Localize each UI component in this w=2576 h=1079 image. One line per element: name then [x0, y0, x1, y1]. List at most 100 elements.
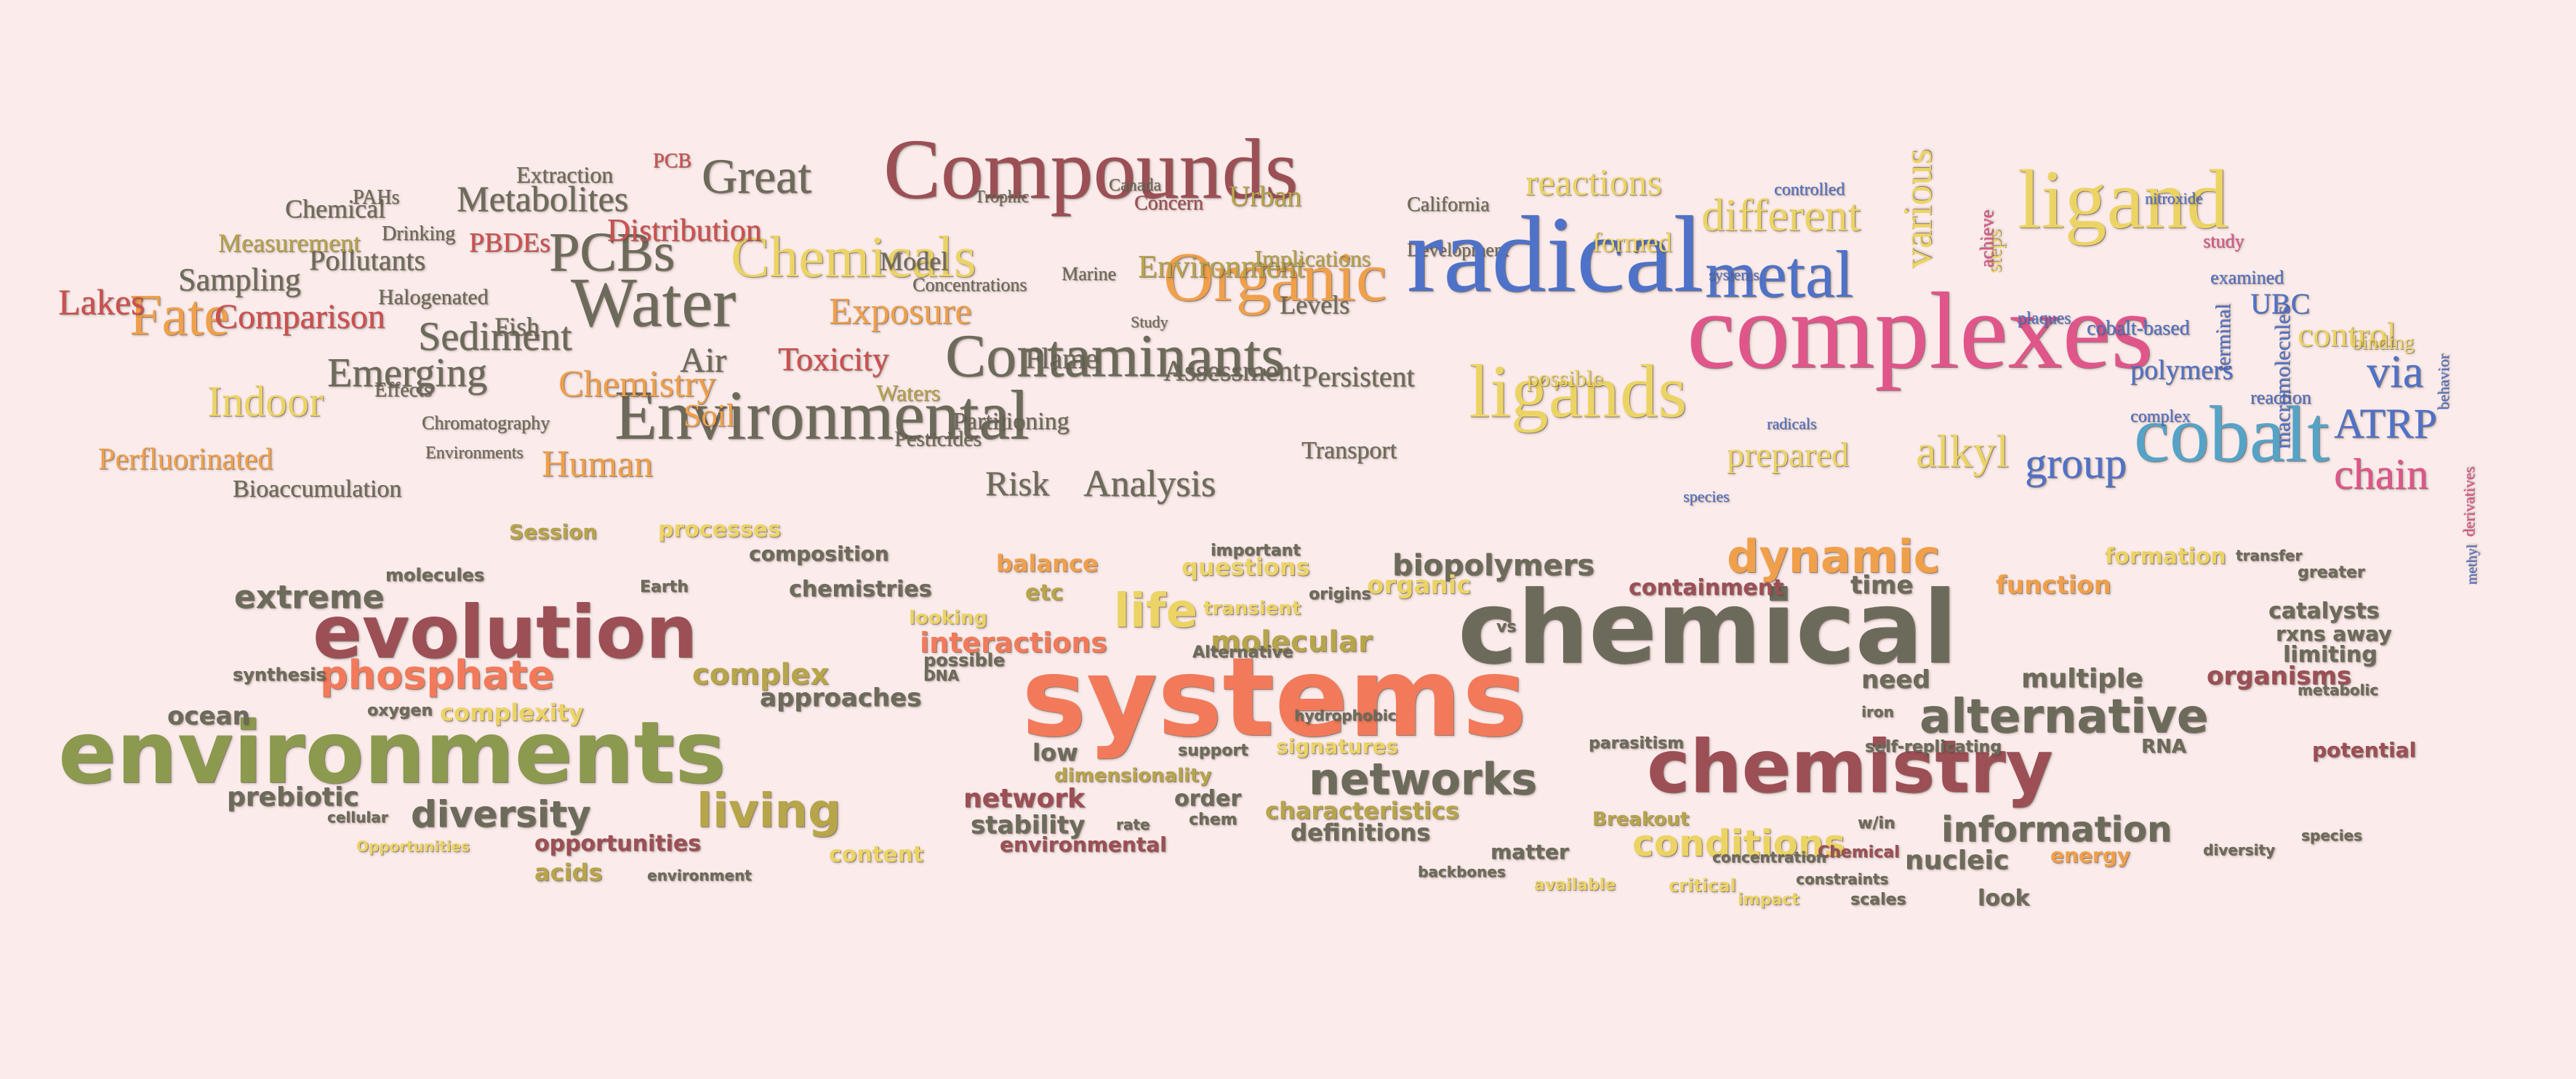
word-multiple: multiple	[2021, 664, 2143, 694]
word-rate: rate	[1116, 816, 1150, 833]
word-phosphate: phosphate	[320, 651, 555, 698]
word-greater: greater	[2298, 563, 2365, 582]
word-ligand: ligand	[2018, 153, 2228, 247]
word-environmental: Environmental	[614, 376, 1030, 454]
word-development: Development	[1407, 239, 1509, 261]
word-analysis: Analysis	[1083, 463, 1216, 505]
word-transport: Transport	[1301, 436, 1397, 464]
word-fish: Fish	[494, 312, 540, 342]
word-ligands: ligands	[1469, 349, 1688, 433]
word-contaminants: Contaminants	[945, 321, 1285, 390]
word-need: need	[1861, 665, 1930, 694]
word-breakout: Breakout	[1592, 809, 1690, 831]
word-parasitism: parasitism	[1589, 734, 1685, 753]
word-marine: Marine	[1062, 263, 1117, 285]
word-polymers: polymers	[2130, 354, 2234, 385]
word-etc: etc	[1025, 580, 1064, 606]
word-chemistry: chemistry	[1647, 724, 2053, 809]
word-iron: iron	[1861, 703, 1894, 721]
word-study: study	[2203, 230, 2244, 252]
word-comparison: Comparison	[214, 297, 385, 336]
word-metal: metal	[1705, 237, 1854, 312]
word-air: Air	[680, 340, 726, 380]
word-processes: processes	[658, 517, 781, 542]
word-atrp: ATRP	[2334, 399, 2437, 447]
word-prepared: prepared	[1727, 435, 1849, 474]
word-alternative: alternative	[1919, 689, 2209, 744]
word-metabolic: metabolic	[2298, 681, 2379, 699]
word-dna: DNA	[923, 667, 959, 684]
word-session: Session	[509, 519, 598, 544]
word-pollutants: Pollutants	[309, 244, 426, 276]
word-toxicity: Toxicity	[778, 340, 889, 378]
word-composition: composition	[749, 541, 889, 566]
word-systems: systems	[1709, 265, 1760, 284]
word-waters: Waters	[876, 380, 941, 406]
word-living: living	[697, 784, 841, 838]
word-chain: chain	[2334, 450, 2428, 498]
word-approaches: approaches	[760, 683, 922, 713]
word-extraction: Extraction	[516, 161, 614, 188]
word-characteristics: characteristics	[1265, 797, 1459, 825]
word-achieve: achieve	[1976, 210, 1997, 268]
word-ocean: ocean	[167, 701, 250, 731]
word-opportunities: opportunities	[534, 831, 702, 857]
word-environments: Environments	[425, 443, 523, 462]
word-sampling: Sampling	[178, 261, 301, 297]
word-support: support	[1178, 742, 1248, 761]
word-drinking: Drinking	[382, 222, 456, 245]
word-chem: chem	[1189, 811, 1237, 830]
word-w-in: w/in	[1858, 814, 1895, 833]
word-environment: environment	[647, 867, 752, 884]
word-control: control	[2298, 315, 2396, 354]
word-effects: Effects	[374, 378, 432, 401]
word-systems: systems	[1022, 635, 1528, 761]
word-via: via	[2367, 345, 2424, 397]
word-constraints: constraints	[1796, 870, 1889, 888]
word-sediment: Sediment	[418, 314, 572, 360]
word-chemical: Chemical	[1818, 843, 1900, 862]
word-rxns-away: rxns away	[2276, 621, 2392, 646]
word-pahs: PAHs	[353, 185, 400, 209]
word-complex: complex	[692, 658, 830, 691]
word-dimensionality: dimensionality	[1054, 765, 1212, 787]
word-order: order	[1174, 786, 1242, 811]
word-risk: Risk	[985, 464, 1050, 503]
word-network: network	[963, 784, 1085, 814]
word-macromolecules: macromolecules	[2271, 306, 2295, 449]
word-interactions: interactions	[920, 626, 1107, 659]
word-terminal: terminal	[2212, 303, 2235, 372]
word-different: different	[1701, 188, 1861, 241]
word-important: important	[1211, 542, 1301, 561]
word-complex: complex	[2130, 406, 2191, 426]
word-cobalt-based: cobalt-based	[2087, 316, 2190, 340]
word-hydrophobic: hydrophobic	[1294, 707, 1397, 724]
word-looking: looking	[909, 607, 987, 630]
word-plaques: plaques	[2018, 308, 2071, 328]
word-concentration: concentration	[1712, 849, 1826, 866]
word-self-replicating: self-replicating	[1865, 738, 2002, 757]
word-earth: Earth	[640, 578, 689, 597]
word-water: Water	[571, 263, 736, 342]
word-binding: binding	[2352, 331, 2415, 354]
word-species: species	[2301, 827, 2362, 844]
word-organic: organic	[1367, 570, 1472, 600]
word-alternative: Alternative	[1192, 643, 1293, 662]
word-low: low	[1032, 739, 1078, 767]
word-stability: stability	[971, 810, 1086, 840]
word-examined: examined	[2210, 267, 2284, 289]
word-radical: radical	[1407, 194, 1704, 315]
word-available: available	[1534, 876, 1616, 895]
word-diversity: diversity	[2203, 841, 2275, 859]
word-organic: Organic	[1163, 238, 1387, 316]
word-critical: critical	[1669, 875, 1736, 896]
word-pesticides: Pesticides	[894, 427, 982, 451]
word-rna: RNA	[2141, 736, 2186, 758]
word-measurement: Measurement	[218, 228, 361, 258]
word-distribution: Distribution	[607, 212, 762, 248]
word-extreme: extreme	[234, 578, 385, 616]
word-soil: Soil	[683, 397, 735, 433]
word-trophic: Trophic	[974, 187, 1030, 206]
word-human: Human	[542, 444, 654, 486]
